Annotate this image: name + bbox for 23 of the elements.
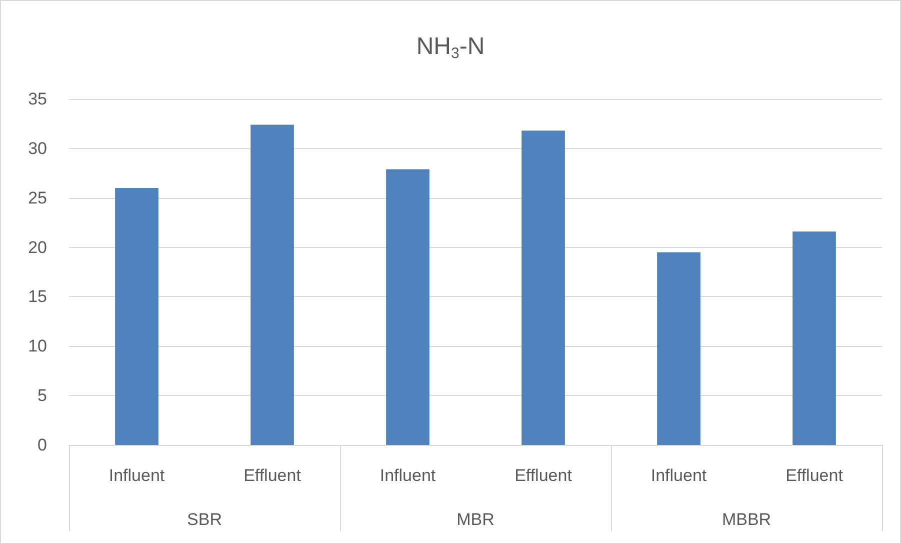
y-tick-label: 20 — [28, 238, 47, 257]
x-tick-label: Effluent — [244, 466, 302, 485]
x-tick-label: Effluent — [514, 466, 572, 485]
x-tick-label: Effluent — [786, 466, 844, 485]
text: MBR — [456, 510, 494, 529]
x-tick-label: Influent — [108, 466, 165, 485]
bar — [115, 188, 158, 445]
x-tick-label: Influent — [380, 466, 436, 485]
y-tick-label: 35 — [28, 90, 47, 108]
y-tick-label: 5 — [38, 386, 47, 406]
x-tick-label: Influent — [650, 466, 707, 485]
y-tick-label: 25 — [28, 188, 47, 208]
bar — [522, 130, 565, 445]
y-tick-label: 30 — [28, 138, 47, 158]
y-tick-label: 15 — [28, 287, 47, 306]
y-tick-label: 10 — [28, 336, 47, 356]
text: MBBR — [722, 510, 772, 529]
bar — [250, 124, 294, 445]
y-tick-label: 0 — [38, 436, 47, 454]
bar — [657, 252, 700, 445]
bar — [792, 231, 836, 445]
bar — [386, 169, 430, 445]
text: SBR — [187, 510, 222, 529]
